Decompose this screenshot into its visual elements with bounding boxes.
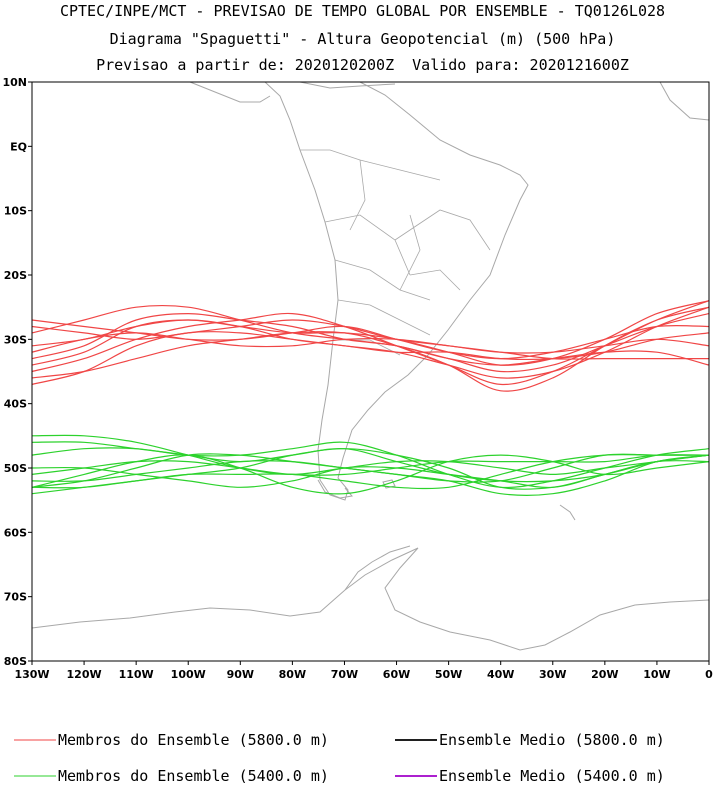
x-tick-label: 0 [705, 668, 713, 681]
legend-label: Membros do Ensemble (5800.0 m) [58, 731, 329, 749]
legend-label: Ensemble Medio (5800.0 m) [439, 731, 665, 749]
country-borders [300, 149, 491, 356]
x-tick-label: 120W [67, 668, 102, 681]
y-tick-label: 10S [4, 205, 27, 218]
x-tick-label: 90W [227, 668, 254, 681]
x-tick-label: 100W [171, 668, 206, 681]
y-tick-label: 80S [4, 655, 27, 668]
y-tick-label: 50S [4, 462, 27, 475]
legend-label: Membros do Ensemble (5400.0 m) [58, 767, 329, 785]
chart-title-line-3: Previsao a partir de: 2020120200Z Valido… [96, 56, 629, 74]
x-tick-label: 20W [591, 668, 618, 681]
chart-title-line-2: Diagrama "Spaguetti" - Altura Geopotenci… [109, 30, 616, 48]
south-america-outline [264, 81, 529, 501]
chart-title-line-1: CPTEC/INPE/MCT - PREVISAO DE TEMPO GLOBA… [59, 2, 666, 20]
x-tick-label: 10W [643, 668, 670, 681]
y-tick-label: 20S [4, 269, 27, 282]
series-line-5400-8 [31, 460, 710, 489]
x-tick-label: 40W [487, 668, 514, 681]
caribbean-outline [299, 81, 396, 89]
y-tick-label: 60S [4, 526, 27, 539]
series-line-5800-8 [31, 306, 710, 392]
series-line-5400-6 [31, 441, 710, 489]
y-tick-label: 30S [4, 333, 27, 346]
series-line-5800-5 [31, 319, 710, 354]
plot-frame [31, 81, 710, 662]
x-tick-label: 130W [14, 668, 49, 681]
y-tick-label: 70S [4, 591, 27, 604]
antarctica-outline [31, 547, 710, 651]
y-tick-label: 40S [4, 398, 27, 411]
central-america-outline [189, 81, 271, 103]
south-georgia-outline [559, 504, 576, 521]
x-tick-label: 80W [279, 668, 306, 681]
x-tick-label: 60W [383, 668, 410, 681]
x-tick-label: 110W [119, 668, 154, 681]
antarctic-peninsula-outline [344, 545, 411, 591]
series-group-5400 [31, 434, 710, 496]
x-tick-label: 70W [331, 668, 358, 681]
series-line-5800-3 [31, 306, 710, 385]
series-line-5400-10 [31, 454, 709, 490]
legend: Membros do Ensemble (5800.0 m) Ensemble M… [14, 731, 665, 785]
series-group-5800 [31, 300, 710, 392]
y-tick-label: EQ [10, 140, 27, 153]
legend-label: Ensemble Medio (5400.0 m) [439, 767, 665, 785]
x-tick-label: 30W [539, 668, 566, 681]
series-line-5400-7 [31, 454, 710, 495]
y-tick-label: 10N [2, 76, 27, 89]
coastline-map [31, 81, 710, 651]
x-tick-label: 50W [435, 668, 462, 681]
africa-outline [659, 81, 710, 121]
series-line-5800-10 [31, 319, 710, 361]
